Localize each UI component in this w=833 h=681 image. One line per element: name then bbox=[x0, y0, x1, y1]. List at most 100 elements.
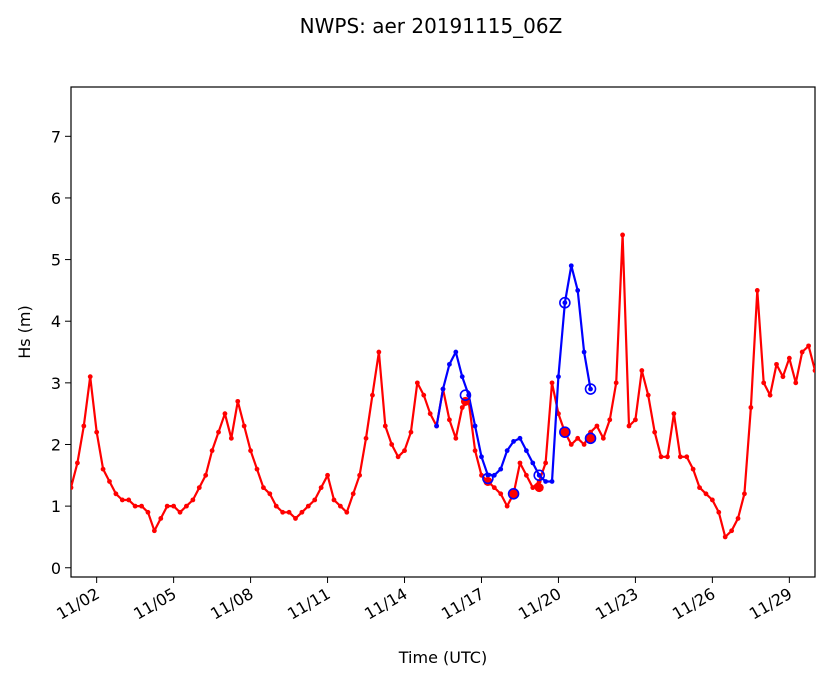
series-0-point-92 bbox=[658, 454, 664, 460]
x-tick-label-6: 11/20 bbox=[515, 584, 564, 624]
y-tick-label-3: 3 bbox=[51, 374, 61, 393]
series-0-point-15 bbox=[164, 503, 170, 509]
series-1-point-22 bbox=[575, 287, 581, 293]
series-0-point-27 bbox=[241, 423, 247, 429]
series-1-point-21 bbox=[568, 263, 574, 269]
series-0-point-102 bbox=[722, 534, 728, 540]
series-0-point-115 bbox=[806, 343, 811, 349]
series-0-point-32 bbox=[273, 503, 279, 509]
series-0-point-17 bbox=[177, 509, 183, 515]
series-1-point-14 bbox=[523, 448, 529, 454]
series-0-point-22 bbox=[209, 448, 215, 454]
series-0-point-96 bbox=[684, 454, 690, 460]
series-0-point-66 bbox=[491, 485, 497, 491]
series-1-point-11 bbox=[504, 448, 510, 454]
series-0-point-52 bbox=[402, 448, 407, 454]
series-0-point-86 bbox=[620, 232, 625, 238]
series-1-point-16 bbox=[536, 472, 542, 478]
series-0-point-95 bbox=[677, 454, 683, 460]
series-0-point-16 bbox=[171, 503, 177, 509]
series-0-point-71 bbox=[523, 472, 529, 478]
series-1-point-19 bbox=[556, 374, 561, 380]
series-0-point-116 bbox=[812, 368, 815, 373]
series-0-point-82 bbox=[594, 423, 600, 429]
series-0-point-63 bbox=[472, 448, 478, 454]
series-0-point-36 bbox=[299, 509, 305, 515]
series-1-point-24 bbox=[588, 386, 593, 392]
series-0-point-85 bbox=[613, 380, 619, 386]
series-0-point-101 bbox=[716, 509, 722, 515]
series-0-point-113 bbox=[793, 380, 799, 386]
series-0-point-53 bbox=[408, 429, 414, 435]
series-1-point-12 bbox=[511, 439, 516, 444]
series-1-point-2 bbox=[447, 361, 452, 367]
series-0-point-19 bbox=[190, 497, 196, 503]
series-0-point-90 bbox=[645, 392, 651, 398]
plot-marks bbox=[71, 232, 815, 540]
series-0-point-44 bbox=[350, 491, 356, 497]
series-0-point-2 bbox=[81, 423, 87, 429]
series-1-point-10 bbox=[498, 466, 504, 472]
series-0-point-45 bbox=[357, 472, 363, 478]
series-1-point-6 bbox=[472, 423, 478, 429]
series-0-point-93 bbox=[665, 454, 670, 460]
x-tick-label-9: 11/29 bbox=[746, 584, 795, 624]
series-3-ring-3 bbox=[533, 469, 546, 482]
series-1-point-15 bbox=[530, 460, 536, 466]
series-0-point-48 bbox=[376, 349, 382, 355]
x-tick-label-3: 11/11 bbox=[284, 584, 333, 624]
series-0-point-39 bbox=[318, 485, 324, 491]
series-0-point-100 bbox=[709, 497, 715, 503]
series-0-point-78 bbox=[568, 442, 574, 447]
series-0-point-14 bbox=[158, 516, 164, 521]
x-tick-label-2: 11/08 bbox=[207, 584, 256, 624]
series-0-point-18 bbox=[184, 503, 189, 509]
x-tick-label-7: 11/23 bbox=[592, 584, 641, 624]
series-1-point-3 bbox=[453, 349, 459, 355]
series-0-point-54 bbox=[414, 380, 420, 386]
series-0-point-40 bbox=[325, 472, 330, 478]
series-0-point-110 bbox=[774, 361, 779, 367]
series-0-point-51 bbox=[395, 454, 401, 460]
series-0-point-37 bbox=[305, 503, 311, 509]
series-0-point-98 bbox=[697, 485, 702, 491]
series-0-point-41 bbox=[331, 497, 337, 503]
y-tick-label-0: 0 bbox=[51, 559, 61, 578]
series-0-point-10 bbox=[132, 503, 138, 509]
series-0-point-80 bbox=[581, 442, 587, 447]
series-0-point-33 bbox=[280, 509, 286, 515]
series-0-point-105 bbox=[742, 491, 747, 497]
series-1-point-20 bbox=[562, 300, 568, 306]
y-axis-label: Hs (m) bbox=[15, 305, 34, 359]
series-0-point-79 bbox=[575, 435, 581, 441]
series-0-point-50 bbox=[389, 442, 395, 447]
x-tick-label-8: 11/26 bbox=[669, 584, 718, 624]
series-1-point-23 bbox=[581, 349, 587, 355]
series-0-point-24 bbox=[222, 411, 228, 417]
series-0-point-13 bbox=[151, 528, 157, 534]
y-axis: 0 1 2 3 4 5 6 7 bbox=[51, 127, 71, 578]
series-0-point-25 bbox=[228, 435, 234, 441]
series-3-ring-1 bbox=[482, 472, 494, 485]
series-2-marker-5 bbox=[586, 433, 596, 443]
series-0-point-47 bbox=[370, 392, 375, 398]
series-1-point-17 bbox=[543, 479, 549, 484]
series-0-point-9 bbox=[126, 497, 132, 503]
series-0-point-11 bbox=[139, 503, 144, 509]
series-0-point-68 bbox=[504, 503, 510, 509]
series-0-point-8 bbox=[119, 497, 125, 503]
series-0-point-31 bbox=[267, 491, 273, 497]
series-0-point-107 bbox=[754, 287, 760, 293]
series-0-point-7 bbox=[113, 491, 119, 497]
series-0-point-104 bbox=[735, 516, 741, 521]
series-3-ring-4 bbox=[559, 296, 571, 309]
x-tick-label-1: 11/05 bbox=[130, 584, 179, 624]
series-0-point-97 bbox=[690, 466, 696, 472]
plot-area bbox=[70, 86, 816, 578]
series-0-point-6 bbox=[107, 479, 112, 484]
series-0-point-103 bbox=[729, 528, 735, 534]
series-0-point-99 bbox=[703, 491, 709, 497]
y-tick-label-2: 2 bbox=[51, 435, 61, 454]
chart-title: NWPS: aer 20191115_06Z bbox=[300, 14, 563, 38]
series-1-point-0 bbox=[434, 423, 439, 429]
